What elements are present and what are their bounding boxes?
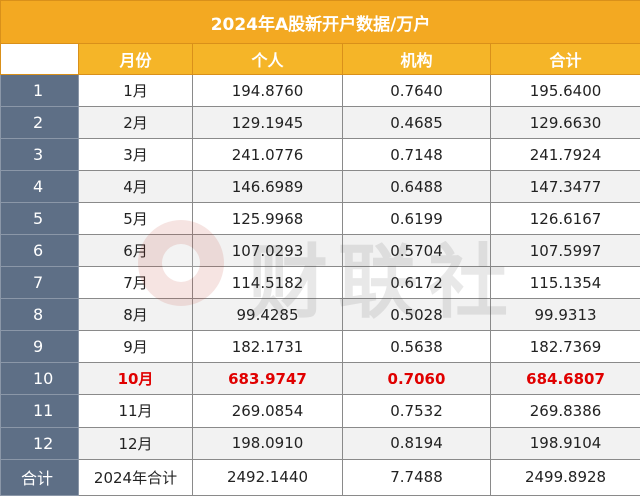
- individual-cell: 182.1731: [192, 330, 343, 364]
- institution-cell: 0.8194: [342, 426, 491, 460]
- individual-cell: 198.0910: [192, 426, 343, 460]
- table-row: 7 7月 114.5182 0.6172 115.1354: [0, 266, 640, 300]
- column-header-individual: 个人: [192, 43, 343, 75]
- total-cell: 129.6630: [489, 106, 640, 140]
- individual-cell: 241.0776: [192, 138, 343, 172]
- individual-cell: 2492.1440: [192, 458, 343, 496]
- month-cell: 11月: [78, 394, 193, 428]
- month-cell: 9月: [78, 330, 193, 364]
- individual-cell: 107.0293: [192, 234, 343, 268]
- institution-cell: 0.5638: [342, 330, 491, 364]
- month-cell: 2024年合计: [78, 458, 193, 496]
- total-cell: 182.7369: [489, 330, 640, 364]
- table-row: 11 11月 269.0854 0.7532 269.8386: [0, 394, 640, 428]
- row-index: 3: [0, 138, 79, 172]
- month-cell: 5月: [78, 202, 193, 236]
- row-index: 11: [0, 394, 79, 428]
- row-index: 8: [0, 298, 79, 332]
- institution-cell: 0.5704: [342, 234, 491, 268]
- header-row: 月份 个人 机构 合计: [0, 43, 640, 75]
- row-index: 合计: [0, 458, 79, 496]
- individual-cell: 114.5182: [192, 266, 343, 300]
- title-row: 2024年A股新开户数据/万户: [0, 0, 640, 44]
- individual-cell: 125.9968: [192, 202, 343, 236]
- row-index: 10: [0, 362, 79, 396]
- institution-cell: 0.7640: [342, 73, 491, 108]
- month-cell: 1月: [78, 73, 193, 108]
- institution-cell: 0.7532: [342, 394, 491, 428]
- individual-cell: 99.4285: [192, 298, 343, 332]
- institution-cell: 0.6199: [342, 202, 491, 236]
- month-cell: 6月: [78, 234, 193, 268]
- individual-cell: 129.1945: [192, 106, 343, 140]
- month-cell: 10月: [78, 362, 193, 396]
- total-cell: 107.5997: [489, 234, 640, 268]
- month-cell: 12月: [78, 426, 193, 460]
- row-index: 2: [0, 106, 79, 140]
- column-header-total: 合计: [489, 43, 640, 75]
- month-cell: 7月: [78, 266, 193, 300]
- total-cell: 99.9313: [489, 298, 640, 332]
- total-cell: 147.3477: [489, 170, 640, 204]
- month-cell: 4月: [78, 170, 193, 204]
- individual-cell: 194.8760: [192, 73, 343, 108]
- row-index: 9: [0, 330, 79, 364]
- column-header-institution: 机构: [342, 43, 491, 75]
- table-row: 5 5月 125.9968 0.6199 126.6167: [0, 202, 640, 236]
- table-row: 9 9月 182.1731 0.5638 182.7369: [0, 330, 640, 364]
- institution-cell: 7.7488: [342, 458, 491, 496]
- table-title: 2024年A股新开户数据/万户: [0, 0, 640, 44]
- table-row: 12 12月 198.0910 0.8194 198.9104: [0, 426, 640, 460]
- table-row: 4 4月 146.6989 0.6488 147.3477: [0, 170, 640, 204]
- month-cell: 3月: [78, 138, 193, 172]
- individual-cell: 683.9747: [192, 362, 343, 396]
- individual-cell: 146.6989: [192, 170, 343, 204]
- total-cell: 195.6400: [489, 73, 640, 108]
- table-row: 3 3月 241.0776 0.7148 241.7924: [0, 138, 640, 172]
- row-index: 1: [0, 73, 79, 108]
- institution-cell: 0.7148: [342, 138, 491, 172]
- column-header-month: 月份: [78, 43, 193, 75]
- institution-cell: 0.4685: [342, 106, 491, 140]
- institution-cell: 0.6488: [342, 170, 491, 204]
- total-cell: 2499.8928: [489, 458, 640, 496]
- institution-cell: 0.6172: [342, 266, 491, 300]
- total-cell: 684.6807: [489, 362, 640, 396]
- row-index: 7: [0, 266, 79, 300]
- column-header-index: [0, 43, 79, 75]
- row-index: 5: [0, 202, 79, 236]
- row-index: 12: [0, 426, 79, 460]
- individual-cell: 269.0854: [192, 394, 343, 428]
- row-index: 6: [0, 234, 79, 268]
- total-cell: 198.9104: [489, 426, 640, 460]
- month-cell: 2月: [78, 106, 193, 140]
- table-row: 2 2月 129.1945 0.4685 129.6630: [0, 106, 640, 140]
- table-row: 8 8月 99.4285 0.5028 99.9313: [0, 298, 640, 332]
- total-cell: 126.6167: [489, 202, 640, 236]
- table-row: 10 10月 683.9747 0.7060 684.6807: [0, 362, 640, 396]
- total-cell: 241.7924: [489, 138, 640, 172]
- total-cell: 269.8386: [489, 394, 640, 428]
- institution-cell: 0.7060: [342, 362, 491, 396]
- table-row: 6 6月 107.0293 0.5704 107.5997: [0, 234, 640, 268]
- row-index: 4: [0, 170, 79, 204]
- month-cell: 8月: [78, 298, 193, 332]
- table-row: 1 1月 194.8760 0.7640 195.6400: [0, 73, 640, 108]
- total-cell: 115.1354: [489, 266, 640, 300]
- total-row: 合计 2024年合计 2492.1440 7.7488 2499.8928: [0, 458, 640, 496]
- institution-cell: 0.5028: [342, 298, 491, 332]
